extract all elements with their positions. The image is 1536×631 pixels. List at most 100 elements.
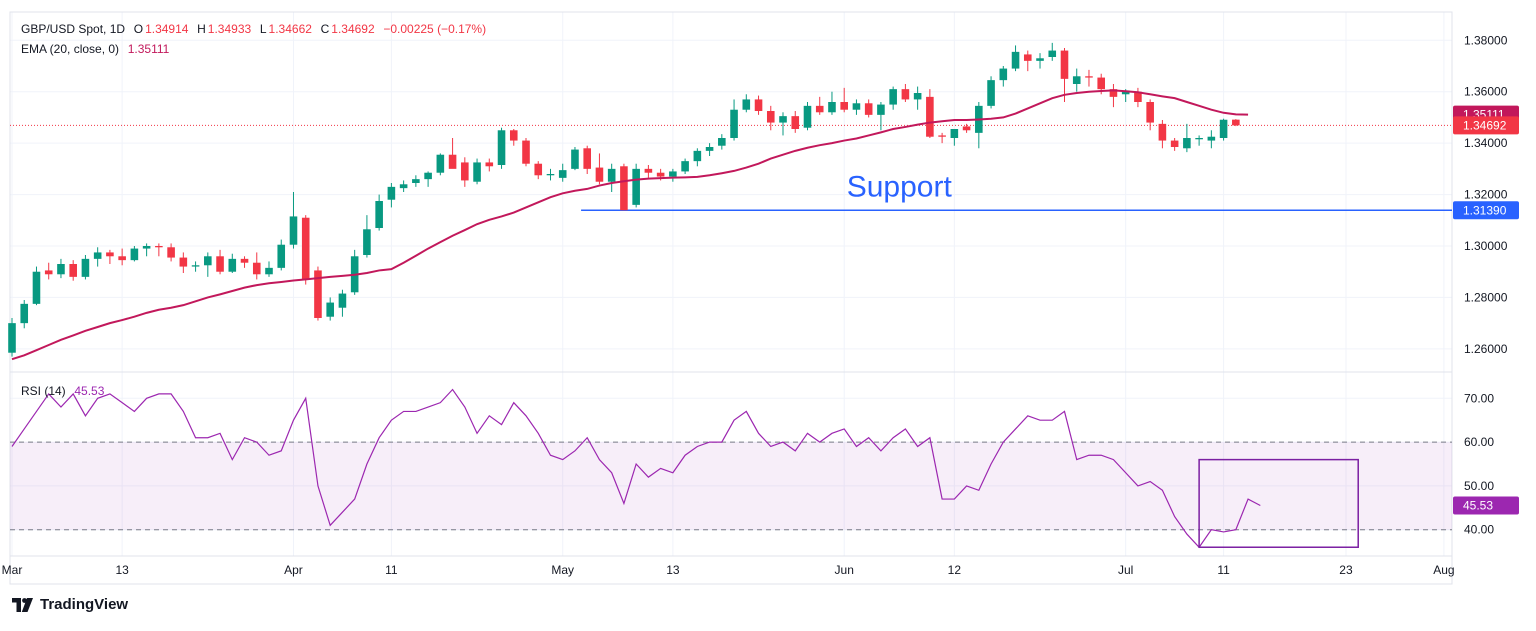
- rsi-tick-label: 50.00: [1464, 479, 1494, 493]
- candle-body: [20, 303, 29, 324]
- candle-body: [485, 162, 494, 167]
- candle-body: [1048, 50, 1057, 57]
- candle-body: [754, 99, 763, 111]
- candle-body: [424, 172, 432, 180]
- chart-frame: [9, 11, 1453, 585]
- candle-body: [314, 270, 322, 318]
- candle-body: [1207, 136, 1216, 141]
- candle-body: [656, 172, 665, 177]
- candle-body: [375, 201, 383, 228]
- price-tick-label: 1.30000: [1464, 239, 1508, 253]
- time-tick-label: Jul: [1118, 563, 1133, 577]
- candle-body: [8, 323, 16, 353]
- candle-body: [277, 244, 286, 268]
- rsi-tick-label: 70.00: [1464, 391, 1494, 405]
- candle-body: [179, 257, 188, 267]
- candle-body: [387, 186, 396, 200]
- candle-body: [705, 147, 714, 151]
- candle-body: [32, 271, 41, 304]
- candle-body: [815, 105, 824, 113]
- candle-body: [509, 130, 518, 141]
- candle-body: [522, 140, 530, 164]
- price-pane: Support: [8, 42, 1452, 361]
- price-tick-label: 1.28000: [1464, 290, 1508, 304]
- candle-body: [901, 89, 910, 100]
- candle-body: [1219, 119, 1228, 138]
- candle-body: [1097, 77, 1106, 90]
- time-tick-label: Apr: [284, 563, 303, 577]
- candle-body: [1072, 76, 1081, 84]
- candle-body: [363, 229, 371, 255]
- candle-body: [436, 154, 445, 173]
- candle-body: [595, 167, 604, 182]
- candle-body: [742, 99, 751, 110]
- price-tick-label: 1.32000: [1464, 188, 1508, 202]
- candle-body: [461, 162, 469, 181]
- candle-body: [301, 217, 310, 280]
- legend-low: 1.34662: [268, 22, 312, 36]
- candle-body: [999, 68, 1008, 81]
- candle-body: [191, 265, 200, 267]
- candle-body: [167, 247, 175, 258]
- candle-body: [265, 267, 273, 275]
- candle-body: [607, 168, 616, 182]
- candle-body: [1060, 50, 1069, 79]
- candle-body: [1011, 51, 1020, 69]
- candle-body: [877, 104, 885, 115]
- legend-symbol: GBP/USD Spot, 1D: [21, 22, 126, 36]
- candle-body: [448, 154, 457, 169]
- legend-ema: EMA (20, close, 0) 1.35111: [21, 42, 171, 56]
- rsi-tick-label: 40.00: [1464, 523, 1494, 537]
- legend-change: −0.00225 (−0.17%): [383, 22, 487, 36]
- candle-body: [889, 89, 897, 105]
- candle-body: [950, 129, 959, 138]
- candle-body: [57, 264, 65, 275]
- price-tick-label: 1.34000: [1464, 136, 1508, 150]
- candle-body: [987, 80, 995, 106]
- candle-body: [546, 174, 555, 176]
- time-tick-label: 11: [1217, 563, 1230, 577]
- candle-body: [1121, 90, 1130, 95]
- candle-body: [926, 96, 934, 137]
- candle-body: [779, 116, 787, 123]
- price-tick-label: 1.38000: [1464, 33, 1508, 47]
- close-price-badge-bg: [1453, 116, 1519, 135]
- legend-close: 1.34692: [331, 22, 375, 36]
- legend-rsi-value: 45.53: [74, 384, 105, 398]
- candle-body: [1146, 102, 1154, 123]
- brand-name: TradingView: [40, 596, 129, 613]
- time-tick-label: 12: [948, 563, 962, 577]
- time-tick-label: Aug: [1433, 563, 1454, 577]
- candle-body: [669, 171, 677, 177]
- rsi-band: [10, 442, 1452, 530]
- rsi-pane: [10, 388, 1452, 549]
- candle-body: [558, 170, 567, 178]
- candle-body: [44, 270, 53, 275]
- candle-body: [791, 116, 800, 129]
- tradingview-logo[interactable]: TradingView: [12, 596, 128, 613]
- candle-body: [106, 252, 114, 257]
- close-price-badge: 1.34692: [1463, 118, 1507, 132]
- legend-high-label: H: [197, 22, 206, 36]
- rsi-annotation-box: [1198, 458, 1359, 548]
- candle-body: [632, 168, 640, 205]
- candle-body: [1158, 123, 1167, 141]
- candle-body: [1023, 54, 1032, 61]
- candle-body: [130, 248, 139, 261]
- rsi-value-badge: 45.53: [1463, 498, 1493, 512]
- candle-body: [118, 256, 126, 261]
- candle-body: [1134, 91, 1142, 102]
- candle-body: [216, 256, 224, 272]
- candle-body: [828, 102, 836, 113]
- time-tick-label: 11: [385, 563, 398, 577]
- axes: 1.26000 1.28000 1.30000 1.32000 1.34000 1.360…: [2, 33, 1519, 577]
- candle-body: [840, 102, 848, 110]
- candle-body: [142, 246, 151, 249]
- candle-body: [1232, 119, 1240, 126]
- candle-body: [412, 179, 420, 183]
- support-price-badge-bg: [1453, 201, 1519, 220]
- candle-body: [693, 150, 702, 162]
- price-tick-label: 1.26000: [1464, 342, 1508, 356]
- candle-body: [864, 103, 873, 115]
